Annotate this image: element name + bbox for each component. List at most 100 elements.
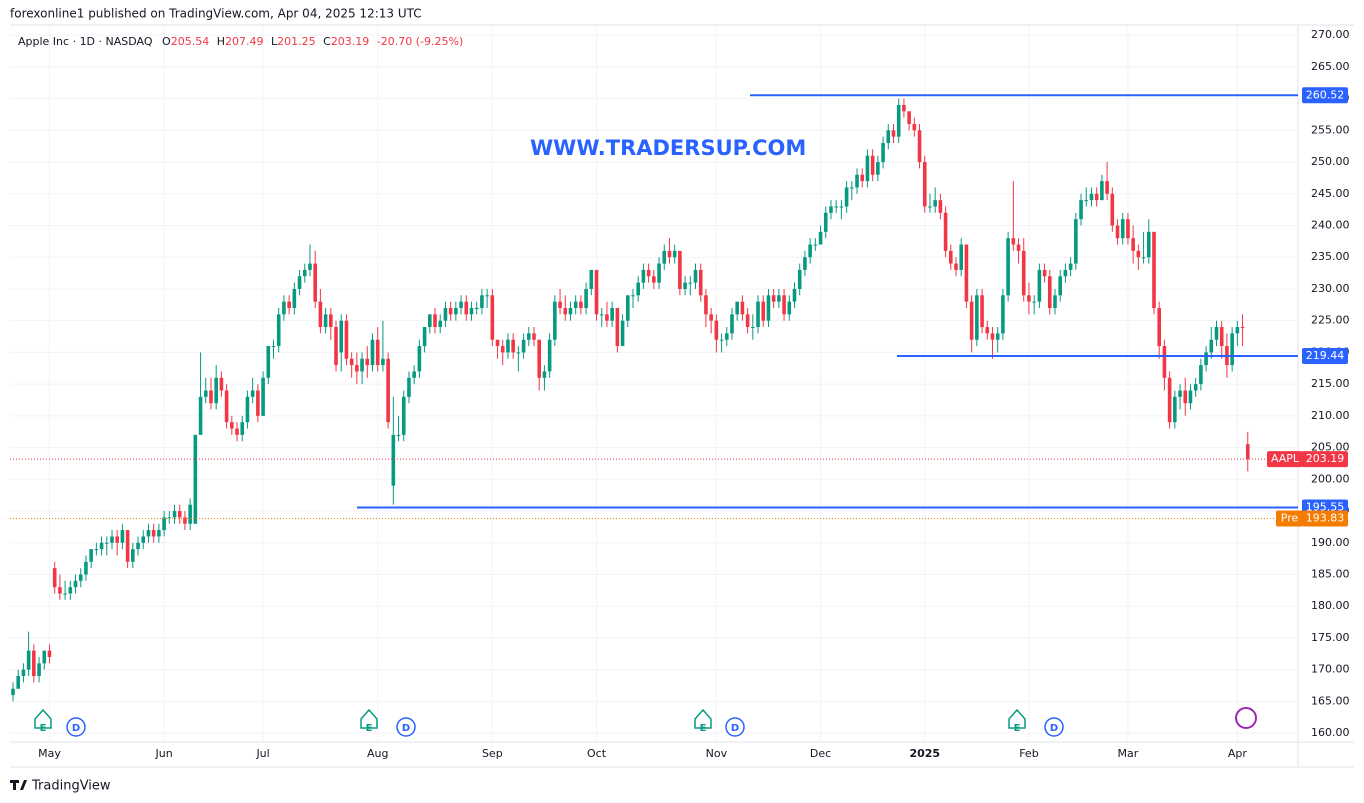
footer-logo: TradingView: [10, 779, 111, 794]
candle-body: [323, 314, 328, 328]
candle-body: [26, 650, 31, 670]
price-label: 203.19: [1306, 452, 1345, 465]
event-marker-label[interactable]: D: [72, 723, 80, 734]
candle-body: [42, 650, 47, 664]
event-marker-label[interactable]: D: [1050, 723, 1058, 734]
events-icon[interactable]: [1235, 707, 1258, 729]
candle-body: [94, 549, 99, 551]
candle-body: [563, 307, 568, 315]
candle-body: [52, 568, 57, 588]
y-tick-label: 235.00: [1311, 250, 1350, 263]
y-tick-label: 200.00: [1311, 472, 1350, 485]
legend-label: C: [323, 35, 331, 48]
candle-body: [1105, 181, 1109, 194]
candle-body: [365, 358, 370, 366]
candle-body: [375, 339, 380, 366]
candle-body: [787, 301, 792, 315]
candle-body: [599, 314, 604, 316]
candle-body: [89, 549, 93, 562]
candle-body: [610, 307, 614, 321]
candle-body: [318, 301, 323, 328]
x-tick-label: Nov: [706, 747, 728, 760]
candle-body: [454, 307, 458, 315]
candle-body: [844, 187, 849, 207]
candle-body: [917, 130, 922, 163]
candle-body: [1032, 301, 1036, 303]
candle-body: [532, 333, 536, 340]
candle-body: [16, 676, 21, 689]
event-marker-label[interactable]: E: [700, 723, 707, 734]
candle-body: [1063, 269, 1068, 277]
y-tick-label: 165.00: [1311, 694, 1350, 707]
candle-body: [547, 339, 552, 372]
event-marker-label[interactable]: D: [731, 723, 739, 734]
candle-body: [495, 339, 500, 347]
candle-body: [876, 162, 880, 175]
x-tick-label: Aug: [367, 747, 388, 760]
candle-body: [928, 206, 932, 208]
candle-body: [646, 269, 651, 277]
candle-body: [698, 269, 703, 296]
candle-body: [396, 434, 401, 436]
candle-body: [625, 295, 630, 321]
candle-body: [1016, 244, 1021, 251]
candle-body: [907, 111, 911, 124]
candle-body: [751, 327, 755, 329]
candle-body: [151, 530, 156, 537]
candle-body: [245, 396, 250, 423]
candle-body: [302, 269, 307, 277]
candle-body: [709, 314, 713, 321]
candle-body: [360, 358, 364, 372]
candle-body: [1068, 263, 1073, 270]
candle-body: [922, 162, 927, 207]
candle-body: [558, 301, 562, 308]
candle-body: [224, 390, 229, 423]
candle-body: [782, 295, 786, 315]
candle-body: [104, 542, 109, 544]
candle-body: [63, 593, 67, 595]
candle-body: [511, 339, 515, 353]
candle-body: [412, 371, 416, 378]
candle-body: [157, 530, 161, 537]
candle-body: [1214, 327, 1219, 340]
legend-label: H: [217, 35, 225, 48]
candle-body: [834, 206, 838, 208]
candle-body: [657, 263, 661, 283]
dividend-marker: [396, 717, 416, 737]
y-tick-label: 240.00: [1311, 219, 1350, 232]
candle-body: [1079, 200, 1083, 220]
candle-body: [490, 295, 495, 340]
earnings-marker: [1008, 708, 1026, 729]
level-label: 260.52: [1306, 88, 1345, 101]
candle-body: [386, 358, 390, 423]
candle-body: [1178, 390, 1182, 397]
price-tag: [1302, 451, 1348, 468]
candle-body: [355, 365, 359, 372]
event-marker-label[interactable]: E: [366, 723, 373, 734]
candle-body: [203, 390, 208, 397]
candle-body: [120, 530, 125, 543]
y-tick-label: 170.00: [1311, 663, 1350, 676]
candle-body: [568, 307, 573, 315]
candle-body: [188, 504, 192, 524]
candle-body: [1193, 384, 1198, 391]
price-label: 193.83: [1306, 511, 1345, 524]
candle-body: [99, 542, 104, 550]
candle-body: [797, 269, 802, 289]
candle-body: [276, 314, 281, 347]
candle-body: [1245, 444, 1250, 460]
candle-body: [1001, 295, 1005, 334]
event-marker-label[interactable]: E: [1014, 723, 1021, 734]
event-marker-label[interactable]: E: [40, 723, 47, 734]
x-tick-label: Sep: [482, 747, 503, 760]
candle-body: [1199, 365, 1203, 385]
dividend-marker: [66, 717, 86, 737]
candle-body: [615, 307, 620, 347]
y-tick-label: 180.00: [1311, 599, 1350, 612]
candle-body: [542, 371, 547, 378]
candle-body: [985, 327, 990, 334]
candle-body: [417, 346, 422, 372]
candle-body: [125, 530, 130, 562]
event-marker-label[interactable]: D: [402, 723, 410, 734]
candle-body: [1136, 250, 1141, 258]
